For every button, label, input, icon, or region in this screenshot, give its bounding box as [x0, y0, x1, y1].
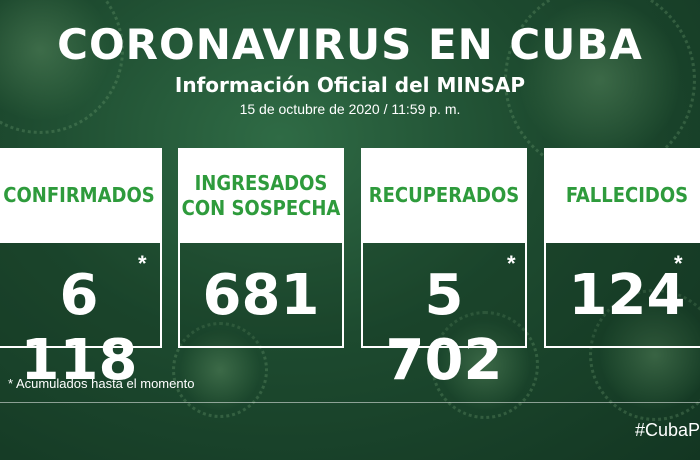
card-label: RECUPERADOS [361, 148, 527, 243]
footnote: * Acumulados hasta el momento [8, 376, 195, 391]
card-recuperados: RECUPERADOS 5 702 * [361, 148, 527, 393]
page-subtitle: Información Oficial del MINSAP [174, 73, 526, 97]
divider [0, 402, 700, 403]
card-label: FALLECIDOS [544, 148, 700, 243]
card-value-box: 5 702 * [361, 243, 527, 393]
card-value: 5 702 [385, 263, 503, 393]
card-value-box: 124 * [544, 243, 700, 348]
card-label: CONFIRMADOS [0, 148, 162, 243]
card-value: 6 118 [20, 263, 138, 393]
card-confirmados: CONFIRMADOS 6 118 * [0, 148, 162, 393]
page-title: CORONAVIRUS EN CUBA [57, 20, 643, 69]
card-label: INGRESADOS CON SOSPECHA [178, 148, 344, 243]
card-value: 681 [202, 263, 320, 328]
card-fallecidos: FALLECIDOS 124 * [544, 148, 700, 348]
asterisk-mark: * [507, 251, 516, 276]
virus-decoration [431, 311, 539, 419]
card-value-box: 681 [178, 243, 344, 348]
card-value-box: 6 118 * [0, 243, 162, 393]
hashtag: #CubaP [634, 420, 700, 440]
card-ingresados: INGRESADOS CON SOSPECHA 681 [178, 148, 344, 348]
card-value: 124 [568, 263, 686, 328]
asterisk-mark: * [138, 251, 147, 276]
virus-decoration [504, 0, 696, 176]
virus-decoration [172, 322, 268, 418]
asterisk-mark: * [674, 251, 683, 276]
report-date: 15 de octubre de 2020 / 11:59 p. m. [239, 101, 461, 117]
virus-decoration [589, 289, 700, 421]
